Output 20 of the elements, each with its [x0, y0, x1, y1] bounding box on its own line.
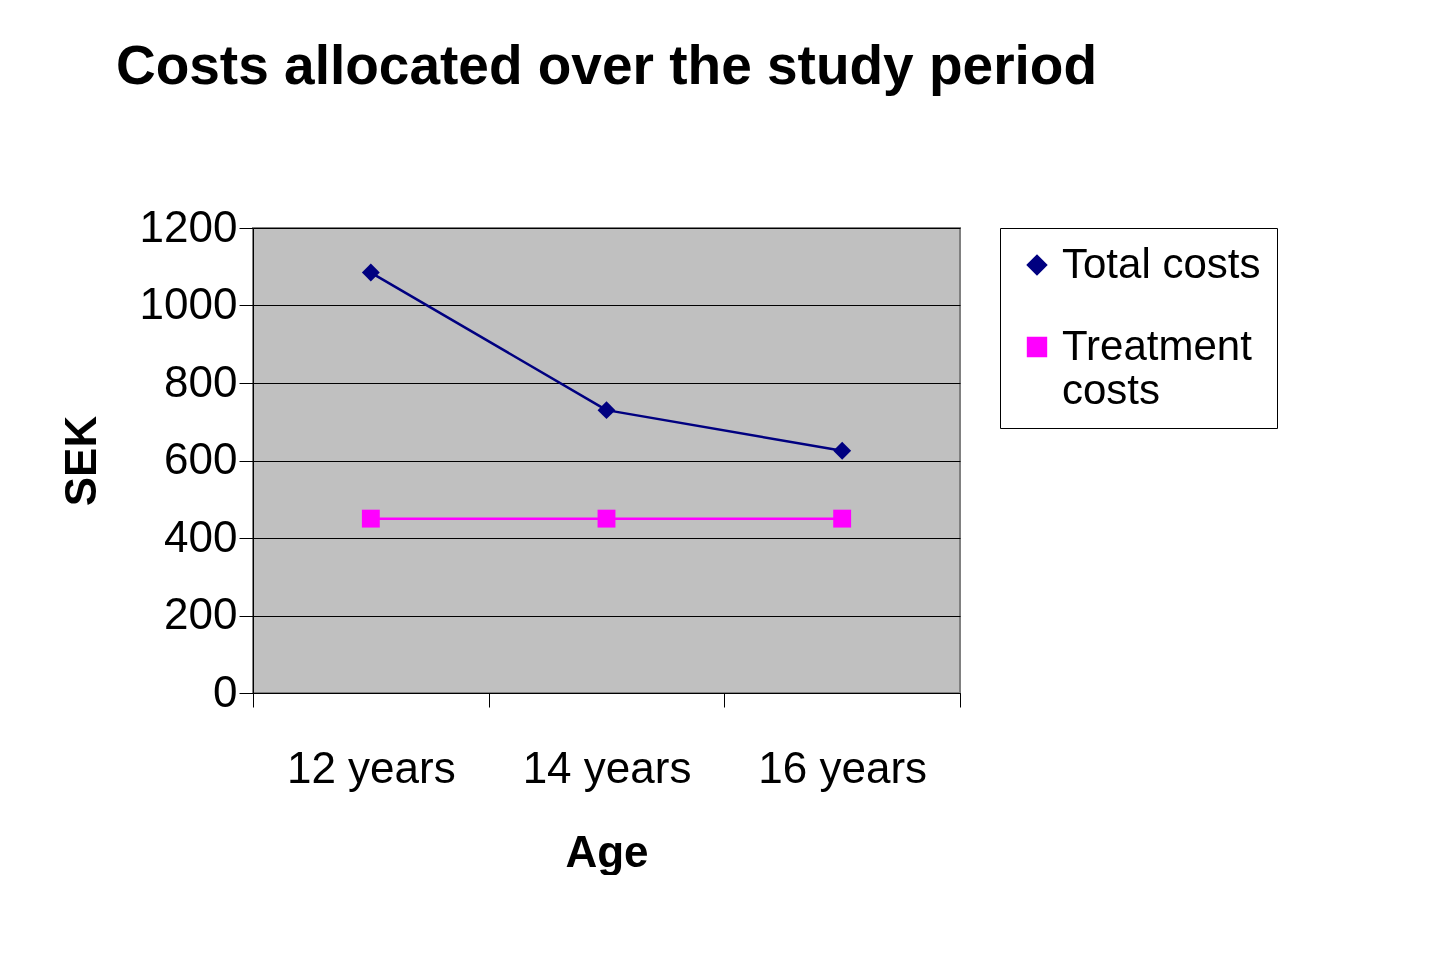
y-tick-label: 400 [164, 511, 238, 561]
y-tick-label: 0 [213, 666, 238, 716]
y-tick-label: 1200 [139, 201, 238, 251]
point [597, 509, 616, 528]
y-tick-label: 1000 [139, 279, 238, 328]
x-tick-label: 12 years [286, 742, 456, 792]
point [597, 401, 616, 420]
x-tick-label: 16 years [758, 742, 928, 792]
point [361, 509, 380, 528]
point [833, 441, 852, 460]
point [361, 263, 380, 282]
y-axis-title: SEK [55, 415, 105, 507]
legend-label: Total costs [1062, 240, 1261, 287]
y-tick-label: 600 [164, 434, 238, 483]
x-tick-label: 14 years [522, 742, 692, 792]
chart-title: Costs allocated over the study period [115, 34, 1098, 96]
y-tick-label: 200 [164, 589, 238, 638]
legend-label: Treatment costs [1062, 322, 1253, 413]
point [833, 509, 852, 528]
y-tick-label: 800 [164, 356, 238, 406]
